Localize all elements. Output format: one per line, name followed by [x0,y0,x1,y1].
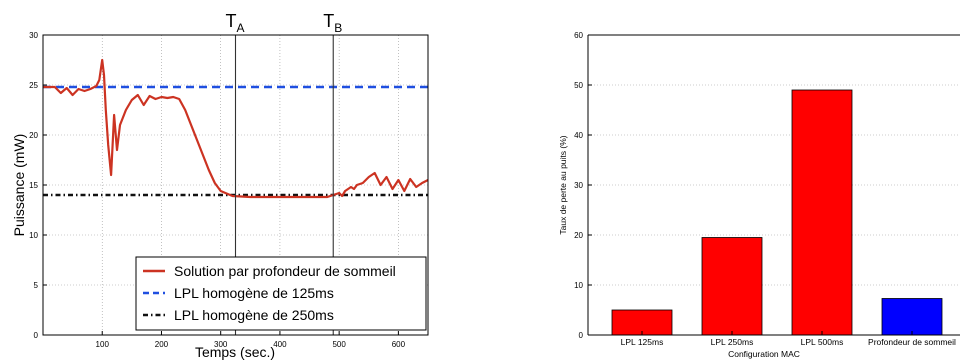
x-tick-label: 300 [214,340,228,349]
y-tick-label: 20 [574,231,583,240]
y-tick-label: 0 [579,331,584,340]
marker-label-a: TA [226,11,245,35]
y-tick-label: 5 [34,281,39,290]
x-axis-label: Configuration MAC [728,349,800,359]
x-tick-label: LPL 500ms [801,337,844,347]
bar-layer [611,89,943,336]
marker-label-b: TB [323,11,342,35]
legend-label-lpl-125: LPL homogène de 125ms [174,285,334,301]
y-tick-label: 0 [34,331,39,340]
y-tick-label: 10 [574,281,583,290]
legend-label-lpl-250: LPL homogène de 250ms [174,307,334,323]
grid [588,84,960,286]
x-tick-label: Profondeur de sommeil [868,337,956,347]
legend-label-solution: Solution par profondeur de sommeil [174,263,396,279]
x-tick-label: 600 [392,340,406,349]
series-line-solution [43,58,429,199]
y-tick-label: 25 [29,81,38,90]
x-tick-label: 200 [155,340,169,349]
legend: Solution par profondeur de sommeil LPL h… [135,256,427,331]
y-tick-label: 20 [29,131,38,140]
legend-box [135,256,427,331]
y-tick-label: 10 [29,231,38,240]
loss-rate-bar-chart: 0 10 20 30 40 50 60 LPL 125ms LPL 250ms LPL 500ms… [558,31,960,359]
axis-ticks: 0 5 10 15 20 25 30 100 200 300 400 500 600 [29,31,406,349]
y-axis-label: Taux de perte au puits (%) [558,135,568,234]
y-tick-label: 15 [29,181,38,190]
x-tick-label: 400 [273,340,287,349]
y-tick-label: 60 [574,31,583,40]
y-tick-label: 40 [574,131,583,140]
bar-1 [611,309,673,336]
bar-4 [881,298,943,336]
x-tick-label: LPL 250ms [711,337,754,347]
power-line-chart: TA TB 0 5 10 15 20 25 30 100 200 300 400 500 600 Temp… [11,11,429,360]
x-tick-label: LPL 125ms [621,337,664,347]
y-axis-label: Puissance (mW) [11,134,27,237]
x-tick-label: 500 [332,340,346,349]
y-tick-label: 30 [29,31,38,40]
x-axis-label: Temps (sec.) [195,344,275,360]
x-tick-label: 100 [96,340,110,349]
bar-3 [791,89,853,336]
bar-2 [701,237,763,336]
y-tick-label: 50 [574,81,583,90]
y-tick-label: 30 [574,181,583,190]
axis-ticks: 0 10 20 30 40 50 60 LPL 125ms LPL 250ms LPL 500ms… [574,31,956,347]
